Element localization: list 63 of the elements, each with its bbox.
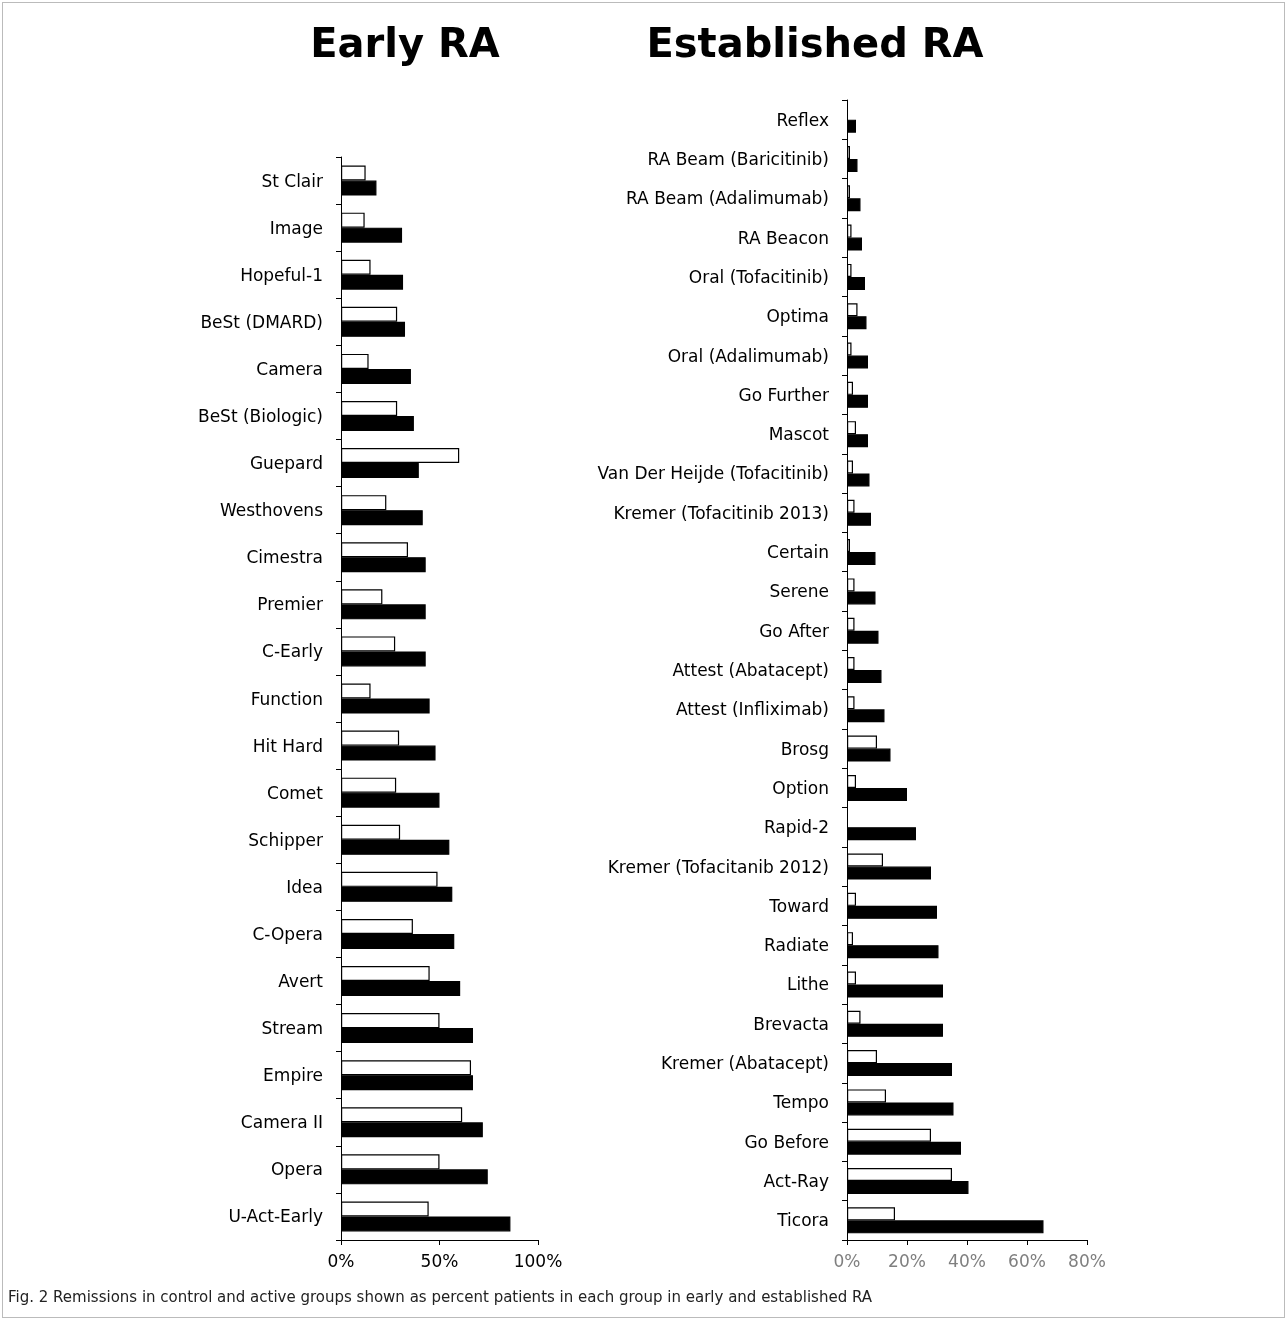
y-tick-label: Oral (Adalimumab) xyxy=(667,345,829,366)
x-tick-label: 100% xyxy=(513,1250,563,1271)
y-tick-label: St Clair xyxy=(261,170,323,191)
x-tick-label: 50% xyxy=(420,1250,459,1271)
y-tick-label: Optima xyxy=(766,306,829,327)
caption: Fig. 2 Remissions in control and active groups shown as percent patients in each group in early and established RA xyxy=(8,1288,873,1306)
y-tick-label: Hit Hard xyxy=(252,735,323,756)
y-tick-label: Go After xyxy=(759,620,829,641)
y-tick-label: Toward xyxy=(768,895,829,916)
y-tick-label: Rapid-2 xyxy=(763,817,829,838)
y-tick-label: Attest (Abatacept) xyxy=(672,660,829,680)
y-tick-label: Ticora xyxy=(776,1210,829,1231)
y-tick-label: Radiate xyxy=(764,935,829,956)
y-tick-label: Attest (Infliximab) xyxy=(675,699,829,720)
y-tick-label: Kremer (Abatacept) xyxy=(660,1053,829,1074)
y-tick-label: Brosg xyxy=(780,738,829,759)
x-tick-label: 80% xyxy=(1068,1250,1106,1271)
x-tick-label: 40% xyxy=(948,1250,986,1271)
y-tick-label: Opera xyxy=(270,1159,323,1180)
y-tick-label: Lithe xyxy=(786,974,829,995)
y-tick-label: Westhovens xyxy=(219,500,324,521)
y-tick-label: Van Der Heijde (Tofacitinib) xyxy=(597,463,829,484)
y-tick-label: Certain xyxy=(767,542,829,563)
y-tick-label: BeSt (DMARD) xyxy=(200,311,323,332)
y-tick-label: Option xyxy=(772,777,829,798)
y-tick-label: Avert xyxy=(278,971,324,992)
chart-title: Established RA xyxy=(646,20,984,66)
y-tick-label: Go Before xyxy=(744,1131,829,1152)
x-tick-label: 0% xyxy=(327,1250,355,1271)
x-tick-label: 60% xyxy=(1008,1250,1046,1271)
y-tick-label: C-Early xyxy=(262,641,323,662)
y-tick-label: BeSt (Biologic) xyxy=(197,405,323,426)
y-tick-label: Act-Ray xyxy=(763,1171,829,1192)
y-tick-label: Empire xyxy=(263,1065,323,1086)
y-tick-label: Guepard xyxy=(249,453,323,474)
y-tick-label: U-Act-Early xyxy=(228,1206,323,1227)
y-tick-label: Image xyxy=(269,217,323,238)
y-tick-label: Comet xyxy=(267,782,324,803)
y-tick-label: Reflex xyxy=(776,109,829,130)
y-tick-label: RA Beacon xyxy=(737,227,829,248)
chart-title: Early RA xyxy=(310,20,500,66)
y-tick-label: Kremer (Tofacitanib 2012) xyxy=(607,856,829,877)
y-tick-label: Kremer (Tofacitinib 2013) xyxy=(613,502,829,523)
y-tick-label: Brevacta xyxy=(753,1013,829,1034)
x-tick-label: 20% xyxy=(888,1250,926,1271)
y-tick-label: Mascot xyxy=(768,424,830,445)
y-tick-label: RA Beam (Baricitinib) xyxy=(647,148,829,169)
y-tick-label: Camera II xyxy=(240,1112,323,1133)
y-tick-label: Cimestra xyxy=(246,547,323,568)
y-tick-label: Function xyxy=(250,688,323,709)
y-tick-label: Tempo xyxy=(772,1092,829,1113)
y-tick-label: RA Beam (Adalimumab) xyxy=(625,188,829,209)
y-tick-label: Serene xyxy=(769,581,829,602)
x-tick-label: 0% xyxy=(833,1250,861,1271)
y-tick-label: Premier xyxy=(257,594,323,615)
y-tick-label: Schipper xyxy=(248,829,323,850)
y-tick-label: Hopeful-1 xyxy=(240,264,323,285)
y-tick-label: C-Opera xyxy=(252,923,323,944)
y-tick-label: Idea xyxy=(286,876,323,897)
y-tick-label: Oral (Tofacitinib) xyxy=(688,266,829,287)
y-tick-label: Stream xyxy=(261,1018,323,1039)
y-tick-label: Camera xyxy=(256,358,323,379)
y-tick-label: Go Further xyxy=(738,384,829,405)
